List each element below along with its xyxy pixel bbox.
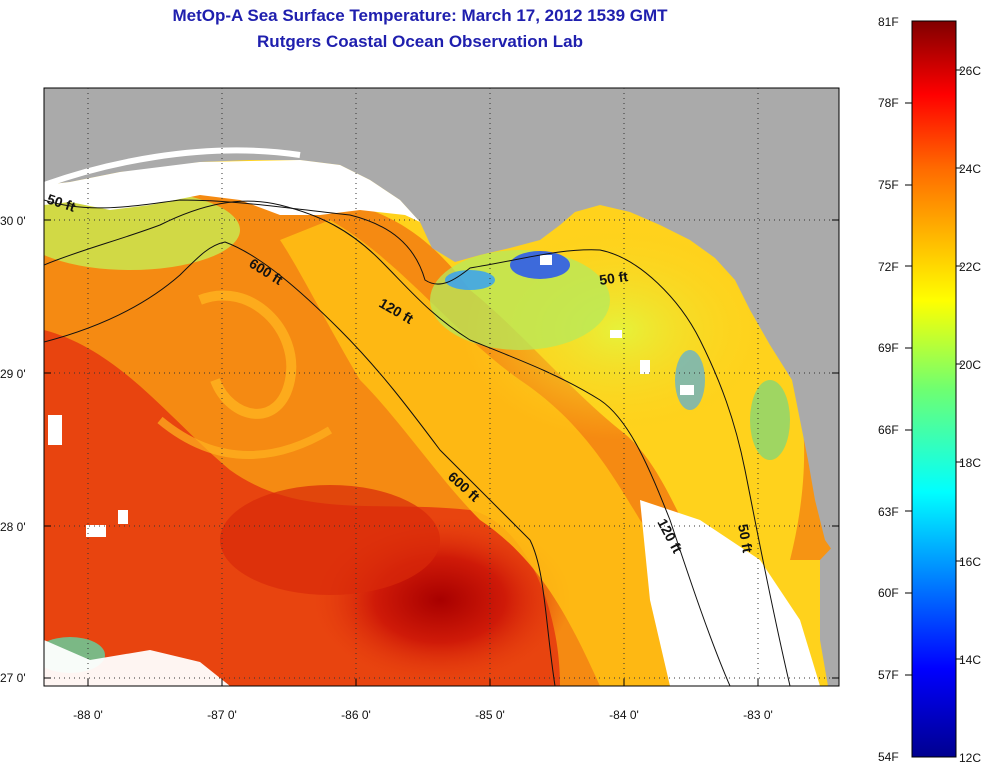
lon-label: -87 0' <box>207 708 237 722</box>
lat-label: 29 0' <box>0 367 26 381</box>
colorbar-f-label: 69F <box>878 341 899 355</box>
colorbar-c-label: 20C <box>959 358 981 372</box>
colorbar-f-label: 63F <box>878 505 899 519</box>
lon-label: -84 0' <box>609 708 639 722</box>
colorbar-c-label: 24C <box>959 162 981 176</box>
colorbar-c-label: 18C <box>959 456 981 470</box>
lat-label: 28 0' <box>0 520 26 534</box>
lon-label: -83 0' <box>743 708 773 722</box>
map-subtitle: Rutgers Coastal Ocean Observation Lab <box>257 32 583 51</box>
colorbar <box>911 20 957 758</box>
colorbar-f-label: 66F <box>878 423 899 437</box>
lat-label: 30 0' <box>0 214 26 228</box>
axis-ticks <box>44 219 839 686</box>
colorbar-c-label: 16C <box>959 555 981 569</box>
colorbar-f-label: 72F <box>878 260 899 274</box>
sst-raster <box>44 88 839 686</box>
lat-label: 27 0' <box>0 671 26 685</box>
colorbar-ticks <box>905 69 962 676</box>
contour-50ft-west <box>44 199 791 686</box>
depth-contours <box>44 199 791 686</box>
lon-label: -88 0' <box>73 708 103 722</box>
lon-label: -85 0' <box>475 708 505 722</box>
colorbar-c-label: 22C <box>959 260 981 274</box>
colorbar-c-label: 12C <box>959 751 981 765</box>
colorbar-f-label: 81F <box>878 15 899 29</box>
colorbar-c-label: 26C <box>959 64 981 78</box>
colorbar-f-label: 78F <box>878 96 899 110</box>
colorbar-f-label: 54F <box>878 750 899 764</box>
contour-120ft <box>44 200 731 686</box>
map-frame <box>43 87 840 687</box>
contour-600ft <box>44 241 556 686</box>
lon-label: -86 0' <box>341 708 371 722</box>
colorbar-c-label: 14C <box>959 653 981 667</box>
colorbar-f-label: 57F <box>878 668 899 682</box>
map-title: MetOp-A Sea Surface Temperature: March 1… <box>172 6 668 25</box>
colorbar-f-label: 75F <box>878 178 899 192</box>
contour-label-50ft-south: 50 ft <box>735 523 756 554</box>
contour-label-50ft-bigbend: 50 ft <box>598 268 629 288</box>
colorbar-f-label: 60F <box>878 586 899 600</box>
